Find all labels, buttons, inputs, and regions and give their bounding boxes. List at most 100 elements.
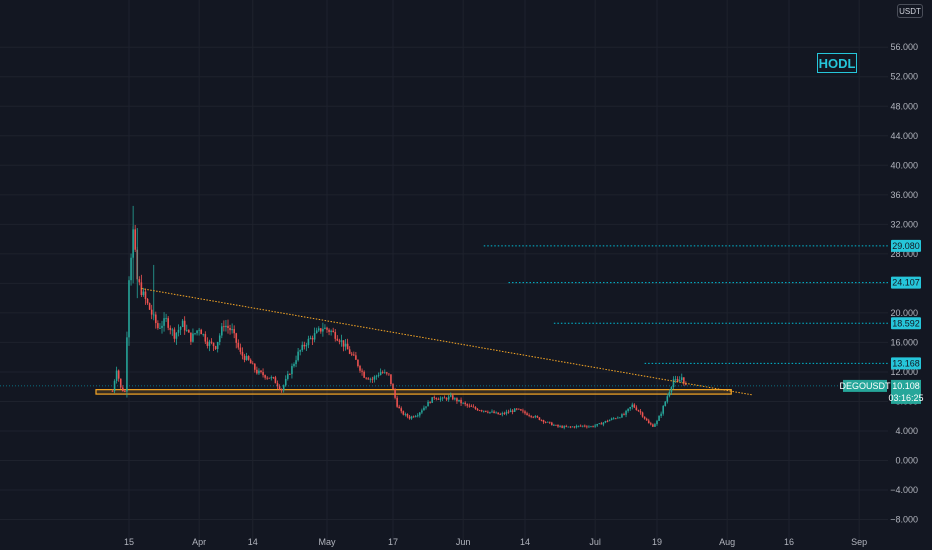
last-price-label: 10.108 [892,381,920,391]
candle-body [239,347,242,352]
x-tick-label: 19 [652,537,662,547]
candle-body [216,341,219,349]
candle-body [439,398,442,400]
candle-body [522,410,524,412]
candle-body [309,337,312,339]
x-tick-label: Jul [589,537,601,547]
candle-body [563,426,565,428]
candle-body [128,280,130,338]
candle-body [402,411,405,415]
candle-body [251,363,254,365]
candle-body [456,398,458,402]
x-tick-label: Jun [456,537,471,547]
candle-body [662,405,664,414]
candle-body [229,327,231,331]
candle-body [652,424,654,427]
candle-body [119,378,122,388]
candle-body [515,408,518,410]
candle-body [678,380,681,382]
candle-body [373,376,376,380]
candle-body [509,410,512,413]
candle-body [392,384,394,390]
candle-body [505,411,508,414]
candle-body [650,423,652,425]
currency-label[interactable]: USDT [897,4,923,18]
candle-body [342,340,345,347]
candle-body [573,426,576,428]
candle-body [586,426,588,428]
price-axis-panel[interactable] [888,0,932,550]
candle-body [350,353,353,355]
candle-body [264,375,266,378]
candle-body [245,356,248,360]
candle-body [503,413,506,415]
candle-body [625,410,627,415]
candle-body [617,417,619,419]
y-tick-label: 40.000 [890,160,918,170]
candle-body [660,413,662,416]
candle-body [144,291,147,299]
candle-body [466,404,469,406]
candle-body [575,425,578,428]
symbol-tag-bg [843,379,887,392]
candle-body [548,421,551,423]
candle-body [254,363,256,370]
candle-body [192,333,194,342]
level-tag-bg [891,276,921,289]
candle-body [674,379,677,380]
candle-body [672,379,675,388]
candle-body [181,320,184,327]
candle-body [633,404,636,408]
candle-body [367,378,370,380]
horizontal-levels [483,245,888,364]
level-tag-label: 29.080 [892,241,920,251]
candle-body [276,383,279,387]
candle-body [443,397,446,399]
trendline [141,288,752,396]
candle-body [658,415,660,421]
candle-body [559,426,561,428]
candle-body [476,408,479,411]
candle-body [280,389,283,391]
candle-body [408,416,411,419]
candle-body [604,420,607,423]
candle-body [623,414,625,416]
candle-body [206,341,209,346]
candle-body [400,408,403,412]
candle-body [159,327,161,329]
candle-body [441,397,444,399]
candle-body [398,406,400,409]
candle-body [324,327,326,329]
candle-body [404,414,407,415]
candle-body [266,377,268,379]
candle-body [365,377,367,379]
candle-body [680,377,683,381]
candle-body [480,410,483,412]
candle-body [150,309,153,315]
candle-body [130,257,132,281]
candle-body [291,366,293,375]
x-tick-label: 14 [248,537,258,547]
last-price-tag-bg [891,379,921,404]
candle-body [427,401,429,407]
candle-body [142,291,145,296]
candle-body [390,374,392,385]
candle-body [577,425,580,427]
candle-body [423,407,425,411]
candle-body [179,326,182,330]
support-zone [95,389,732,395]
candle-body [641,412,644,417]
candle-body [196,330,198,334]
candle-body [353,354,355,356]
candle-body [433,397,436,399]
candle-body [317,328,320,331]
candle-body [614,418,617,420]
candle-body [124,391,126,392]
candle-body [637,410,640,412]
candle-body [126,337,128,392]
candle-body [225,325,227,328]
candle-body [359,366,361,371]
candle-body [571,426,574,428]
candle-body [185,330,188,331]
